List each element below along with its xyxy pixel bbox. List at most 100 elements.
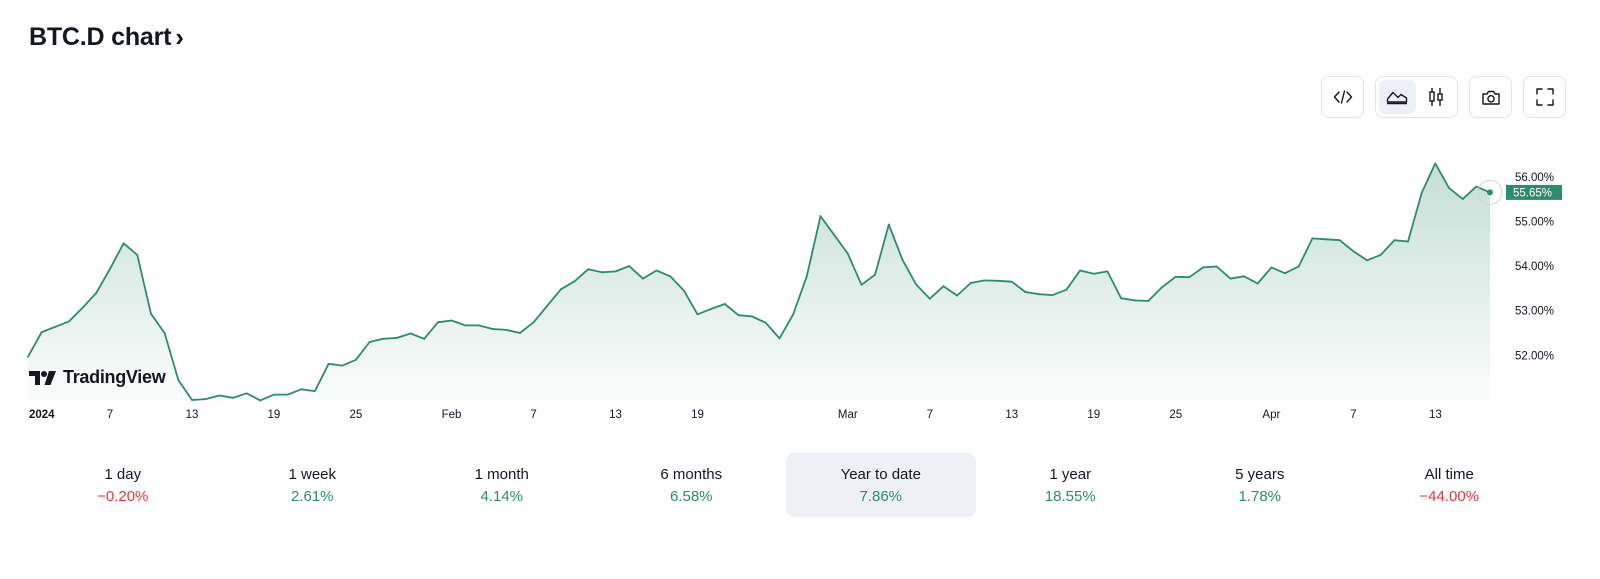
period-change-value: 2.61% bbox=[290, 488, 334, 505]
x-tick-label: 25 bbox=[1169, 409, 1182, 421]
period-tab[interactable]: Year to date 7.86% bbox=[786, 453, 976, 517]
line-segment bbox=[1256, 266, 1273, 285]
line-segment bbox=[915, 283, 931, 300]
embed-button[interactable] bbox=[1321, 76, 1364, 118]
line-segment bbox=[1202, 265, 1218, 269]
line-segment bbox=[1079, 269, 1095, 275]
area-chart-icon bbox=[1387, 91, 1408, 105]
line-segment bbox=[1393, 239, 1409, 243]
line-segment bbox=[1379, 239, 1396, 256]
chart-area-fill bbox=[28, 163, 1490, 401]
fullscreen-button[interactable] bbox=[1523, 76, 1566, 118]
period-label: 5 years bbox=[1235, 466, 1285, 483]
x-tick-label: 19 bbox=[268, 409, 281, 421]
x-tick-label: Feb bbox=[442, 409, 462, 421]
period-change-value: 6.58% bbox=[669, 488, 713, 505]
code-icon bbox=[1333, 90, 1352, 104]
line-segment bbox=[259, 393, 275, 402]
x-tick-label: 7 bbox=[1350, 409, 1356, 421]
line-segment bbox=[1147, 286, 1163, 302]
period-tab[interactable]: 1 year 18.55% bbox=[976, 453, 1166, 517]
line-segment bbox=[1051, 288, 1068, 297]
line-segment bbox=[218, 394, 234, 399]
last-point-halo bbox=[1477, 179, 1503, 205]
x-tick-label: 7 bbox=[107, 409, 113, 421]
period-tab[interactable]: All time −44.00% bbox=[1355, 453, 1545, 517]
line-segment bbox=[1106, 270, 1122, 300]
period-tab[interactable]: 5 years 1.78% bbox=[1165, 453, 1355, 517]
line-segment bbox=[491, 328, 508, 331]
chevron-right-icon: › bbox=[175, 22, 184, 52]
line-segment bbox=[1188, 266, 1204, 279]
line-segment bbox=[450, 319, 467, 327]
page-title: BTC.D chart bbox=[29, 23, 172, 51]
line-segment bbox=[1461, 185, 1478, 200]
line-segment bbox=[1297, 237, 1314, 268]
line-segment bbox=[477, 324, 494, 330]
line-segment bbox=[683, 289, 699, 316]
line-segment bbox=[833, 233, 849, 255]
line-segment bbox=[232, 392, 248, 399]
line-segment bbox=[163, 332, 180, 381]
period-tab[interactable]: 1 month 4.14% bbox=[407, 453, 597, 517]
period-tab[interactable]: 1 day −0.20% bbox=[28, 453, 218, 517]
x-tick-label: 7 bbox=[927, 409, 933, 421]
line-segment bbox=[395, 332, 412, 339]
tradingview-logo[interactable]: TradingView bbox=[29, 367, 166, 388]
line-segment bbox=[505, 328, 521, 334]
line-segment bbox=[1420, 162, 1437, 194]
line-segment bbox=[901, 258, 917, 286]
line-segment bbox=[1215, 265, 1232, 280]
line-segment bbox=[368, 337, 385, 343]
period-change-value: 4.14% bbox=[480, 488, 524, 505]
chart-title-link[interactable]: BTC.D chart › bbox=[29, 22, 184, 53]
tradingview-logo-text: TradingView bbox=[63, 367, 166, 387]
line-segment bbox=[1243, 275, 1259, 285]
line-segment bbox=[887, 223, 904, 261]
chart-series-line bbox=[27, 162, 1491, 402]
line-segment bbox=[40, 325, 57, 334]
line-segment bbox=[723, 303, 740, 317]
camera-icon bbox=[1481, 90, 1500, 105]
period-label: 1 month bbox=[474, 466, 529, 483]
y-tick-label: 56.00% bbox=[1515, 172, 1554, 184]
line-segment bbox=[1092, 270, 1109, 275]
line-segment bbox=[519, 321, 535, 334]
line-segment bbox=[942, 285, 958, 297]
x-tick-label: 7 bbox=[530, 409, 536, 421]
line-segment bbox=[1120, 297, 1136, 302]
period-tab[interactable]: 1 week 2.61% bbox=[218, 453, 408, 517]
line-segment bbox=[436, 319, 453, 324]
period-tab[interactable]: 6 months 6.58% bbox=[597, 453, 787, 517]
line-segment bbox=[805, 215, 822, 278]
x-tick-label: Mar bbox=[838, 409, 858, 421]
candlestick-chart-button[interactable] bbox=[1418, 80, 1455, 114]
x-axis: 2024 7 13 19 25 Feb 7 13 19 Mar 7 13 19 25 Apr 7 13 bbox=[29, 409, 1442, 421]
period-change-value: 7.86% bbox=[859, 488, 903, 505]
y-tick-label: 53.00% bbox=[1515, 306, 1554, 318]
line-segment bbox=[150, 312, 166, 334]
line-segment bbox=[778, 313, 795, 340]
line-segment bbox=[341, 358, 357, 367]
line-segment bbox=[573, 268, 590, 283]
line-segment bbox=[819, 215, 835, 236]
line-segment bbox=[1024, 291, 1040, 296]
period-change-value: 18.55% bbox=[1044, 488, 1096, 505]
line-segment bbox=[1352, 250, 1368, 262]
line-segment bbox=[956, 282, 972, 297]
line-segment bbox=[423, 321, 439, 340]
area-chart-button[interactable] bbox=[1379, 80, 1416, 114]
snapshot-button[interactable] bbox=[1469, 76, 1512, 118]
last-value-label: 55.65% bbox=[1513, 187, 1552, 199]
tradingview-logo-icon bbox=[29, 370, 56, 385]
y-tick-label: 54.00% bbox=[1515, 261, 1554, 273]
line-segment bbox=[81, 291, 98, 309]
line-segment bbox=[601, 270, 617, 274]
line-segment bbox=[327, 362, 344, 367]
x-tick-label: 25 bbox=[350, 409, 363, 421]
period-performance-tabs: 1 day −0.20% 1 week 2.61% 1 month 4.14% 6 mont… bbox=[28, 453, 1544, 517]
line-segment bbox=[1407, 192, 1423, 243]
line-segment bbox=[764, 321, 781, 340]
line-segment bbox=[1161, 275, 1177, 289]
line-segment bbox=[245, 392, 262, 402]
